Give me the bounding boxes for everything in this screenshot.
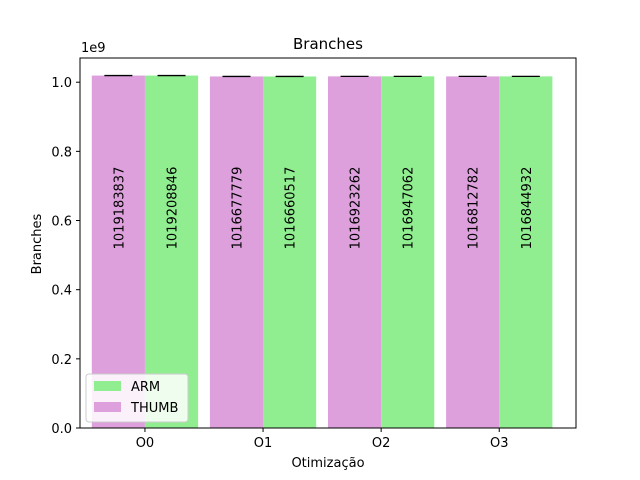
bar-arm-o0 xyxy=(144,75,199,428)
y-offset-label: 1e9 xyxy=(81,41,106,56)
bar-thumb-o0 xyxy=(91,75,145,428)
bar-arm-o2 xyxy=(381,76,435,429)
x-tick-label: O1 xyxy=(254,436,273,451)
x-axis-label: Otimização xyxy=(291,456,364,471)
x-tick-label: O2 xyxy=(372,436,391,451)
legend-swatch-arm xyxy=(94,381,121,391)
data-label-thumb-o1: 1016677779 xyxy=(230,167,245,250)
y-tick-label: 0.2 xyxy=(51,353,72,368)
bar-thumb-o3 xyxy=(446,76,500,428)
y-tick-label: 0.6 xyxy=(51,215,72,230)
y-tick-label: 0.8 xyxy=(51,145,72,160)
legend-swatch-thumb xyxy=(94,402,121,412)
bar-arm-o3 xyxy=(499,76,553,428)
chart-title: Branches xyxy=(293,35,363,53)
bar-arm-o1 xyxy=(263,76,317,429)
y-tick-label: 0.0 xyxy=(51,422,72,437)
data-label-thumb-o0: 1019183837 xyxy=(112,167,127,250)
legend-label-thumb: THUMB xyxy=(130,401,178,416)
data-label-arm-o1: 1016660517 xyxy=(284,167,299,250)
data-label-thumb-o2: 1016923262 xyxy=(349,167,364,250)
data-label-arm-o3: 1016844932 xyxy=(520,167,535,250)
data-label-arm-o0: 1019208846 xyxy=(166,167,181,250)
y-axis-label: Branches xyxy=(30,213,45,274)
x-tick-label: O0 xyxy=(136,436,155,451)
data-label-arm-o2: 1016947062 xyxy=(402,167,417,250)
data-label-thumb-o3: 1016812782 xyxy=(467,167,482,250)
plot-frame xyxy=(79,57,577,429)
y-tick-label: 1.0 xyxy=(51,76,72,91)
x-tick-label: O3 xyxy=(490,436,509,451)
bar-thumb-o1 xyxy=(209,76,264,428)
y-tick-label: 0.4 xyxy=(51,284,72,299)
legend-label-arm: ARM xyxy=(131,380,160,395)
legend: ARM THUMB xyxy=(85,373,189,423)
bar-thumb-o2 xyxy=(328,76,382,428)
